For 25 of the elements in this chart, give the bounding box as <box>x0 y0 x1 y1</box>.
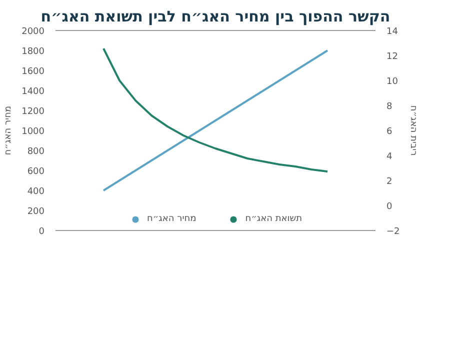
y2-tick-label: 10 <box>386 77 398 87</box>
y-tick-label: 1000 <box>22 127 45 137</box>
y-tick-label: 1800 <box>22 47 45 57</box>
y2-tick-label: −2 <box>386 227 400 237</box>
chart-title: הקשר ההפוך בין מחיר האג״ח לבין תשואת האג״ח <box>40 8 390 26</box>
y2-tick-label: 2 <box>386 177 392 187</box>
y2-tick-label: 4 <box>386 152 392 162</box>
y-tick-label: 200 <box>27 207 45 217</box>
legend-label: תשואת האג״ח <box>245 214 302 224</box>
y-tick-label: 800 <box>27 147 45 157</box>
y2-tick-label: 12 <box>386 52 398 62</box>
y-axis-title: מחיר האג״ח <box>4 106 14 156</box>
y-tick-label: 2000 <box>22 27 45 37</box>
y2-axis-title: ריבית האג״ח <box>408 105 418 156</box>
y-tick-label: 1600 <box>22 67 45 77</box>
y2-tick-label: 14 <box>386 27 398 37</box>
y2-tick-label: 0 <box>386 202 392 212</box>
y2-tick-label: 6 <box>386 127 392 137</box>
y2-tick-label: 8 <box>386 102 392 112</box>
legend-label: מחיר האג״ח <box>146 214 196 224</box>
y-tick-label: 400 <box>27 187 45 197</box>
y-tick-label: 1200 <box>22 107 45 117</box>
y-tick-label: 600 <box>27 167 45 177</box>
y-tick-label: 0 <box>38 227 45 237</box>
y-tick-label: 1400 <box>22 87 45 97</box>
